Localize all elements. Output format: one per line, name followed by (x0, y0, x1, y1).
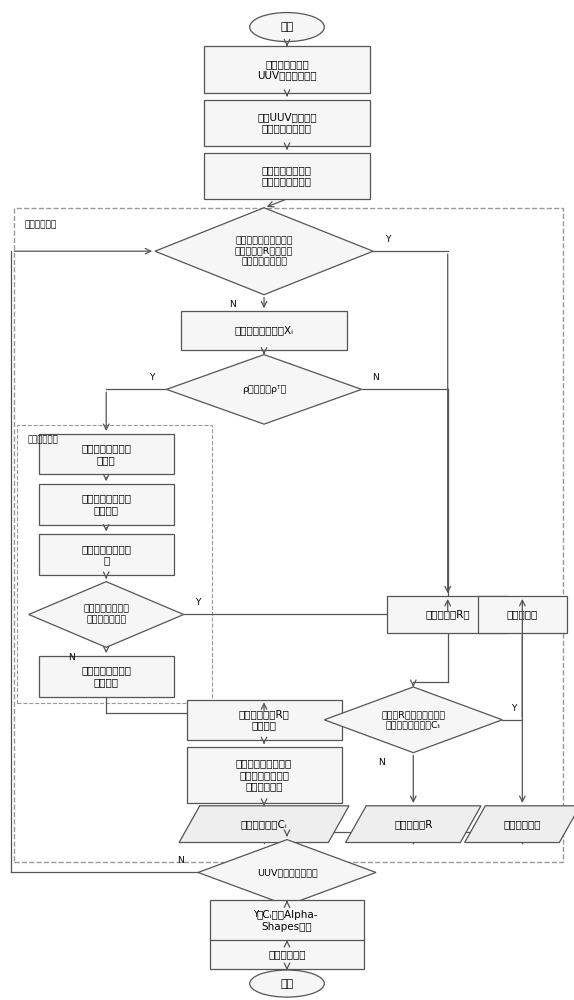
Text: 构造查找表，映射
对象到类: 构造查找表，映射 对象到类 (81, 666, 131, 687)
Ellipse shape (250, 13, 324, 42)
Polygon shape (198, 840, 376, 905)
Text: 输出备选集R: 输出备选集R (394, 819, 432, 829)
Text: Y: Y (385, 235, 390, 244)
Text: 量化特征空间，划
分网格: 量化特征空间，划 分网格 (81, 443, 131, 465)
Text: 寻找连通单元并聚
类: 寻找连通单元并聚 类 (81, 544, 131, 565)
Text: 结束: 结束 (280, 979, 294, 989)
Text: 遍历视域内已知类，
是否有相同点，有
则合并为一类: 遍历视域内已知类， 是否有相同点，有 则合并为一类 (236, 758, 292, 791)
FancyBboxPatch shape (39, 434, 173, 474)
FancyBboxPatch shape (478, 596, 567, 633)
FancyBboxPatch shape (210, 900, 364, 941)
Polygon shape (346, 806, 481, 843)
Text: 在特征空间上运用
小波变换: 在特征空间上运用 小波变换 (81, 494, 131, 515)
Text: 建立环境模型和
UUV路径跟踪模型: 建立环境模型和 UUV路径跟踪模型 (257, 59, 317, 80)
FancyBboxPatch shape (181, 311, 347, 350)
FancyBboxPatch shape (204, 153, 370, 199)
FancyBboxPatch shape (204, 100, 370, 146)
Text: Y: Y (149, 373, 155, 382)
FancyBboxPatch shape (39, 656, 173, 697)
Text: 成为孤立点: 成为孤立点 (507, 609, 538, 619)
FancyBboxPatch shape (39, 534, 173, 575)
Text: 设计UUV跟踪路径
和路径跟踪控制器: 设计UUV跟踪路径 和路径跟踪控制器 (257, 112, 317, 134)
Text: 路径跟踪过程中模
拟声波求声的数据: 路径跟踪过程中模 拟声波求声的数据 (262, 165, 312, 187)
Text: Y: Y (253, 910, 258, 919)
Text: 开始: 开始 (280, 22, 294, 32)
FancyBboxPatch shape (39, 484, 173, 525)
Text: 备选集R中是否有点存在
时间大于时间阈値Cₜ: 备选集R中是否有点存在 时间大于时间阈値Cₜ (381, 710, 445, 730)
Text: 删除在备选集R中
的类数据: 删除在备选集R中 的类数据 (239, 709, 289, 731)
Text: 局部小波聚类: 局部小波聚类 (28, 435, 59, 444)
Text: N: N (177, 856, 184, 865)
Polygon shape (179, 806, 349, 843)
Text: N: N (229, 300, 236, 309)
FancyBboxPatch shape (387, 596, 508, 633)
Polygon shape (29, 582, 184, 647)
Text: N: N (373, 373, 379, 382)
Ellipse shape (250, 970, 324, 997)
Text: 输出已知类集Cᵢ: 输出已知类集Cᵢ (241, 819, 288, 829)
Text: Y: Y (195, 598, 201, 607)
Polygon shape (465, 806, 574, 843)
Text: 全局聚类决策: 全局聚类决策 (25, 221, 57, 230)
Text: ρ是否大于ρᵀ？: ρ是否大于ρᵀ？ (242, 385, 286, 394)
Text: 输出孤立点集: 输出孤立点集 (503, 819, 541, 829)
FancyBboxPatch shape (187, 747, 342, 803)
Text: Y: Y (511, 704, 517, 713)
Text: 获取当前视域数据点，
对比备选集R，是否本
帧拍从视域消失？: 获取当前视域数据点， 对比备选集R，是否本 帧拍从视域消失？ (235, 236, 293, 266)
FancyBboxPatch shape (204, 46, 370, 93)
Text: 放入备选集R中: 放入备选集R中 (425, 609, 470, 619)
FancyBboxPatch shape (187, 700, 342, 740)
Text: UUV是否走完路径？: UUV是否走完路径？ (257, 868, 317, 877)
Text: 顺次取原始数据点Xᵢ: 顺次取原始数据点Xᵢ (235, 325, 293, 335)
Polygon shape (324, 687, 502, 753)
Text: 给单元分配标签，
是否是孤立点？: 给单元分配标签， 是否是孤立点？ (83, 605, 129, 624)
Text: 对Cᵢ使用Alpha-
Shapes算法: 对Cᵢ使用Alpha- Shapes算法 (256, 910, 318, 932)
Polygon shape (166, 355, 362, 424)
Text: N: N (378, 758, 385, 767)
Polygon shape (155, 208, 373, 295)
Text: N: N (68, 653, 75, 662)
FancyBboxPatch shape (210, 940, 364, 969)
Text: 输出环境轮廓: 输出环境轮廓 (268, 950, 306, 960)
